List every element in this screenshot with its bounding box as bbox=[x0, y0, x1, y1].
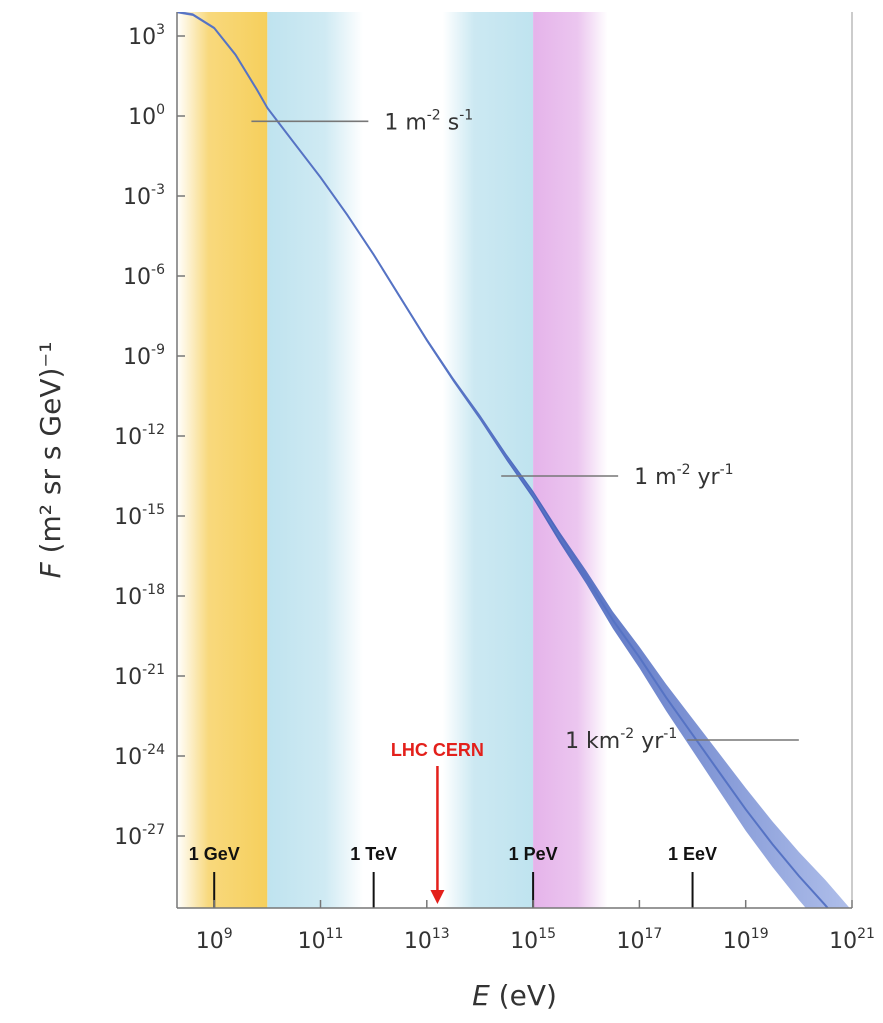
energy-marker-label: 1 PeV bbox=[509, 844, 558, 864]
y-axis-title: F (m² sr s GeV)⁻¹ bbox=[34, 342, 67, 579]
x-tick-label: 1017 bbox=[616, 926, 662, 954]
y-tick-label: 10-27 bbox=[114, 822, 165, 850]
x-tick-label: 109 bbox=[196, 926, 233, 954]
y-tick-label: 10-6 bbox=[123, 262, 165, 290]
x-tick-label: 1011 bbox=[298, 926, 344, 954]
axes bbox=[176, 12, 853, 909]
y-tick-label: 10-15 bbox=[114, 502, 165, 530]
y-tick-label: 100 bbox=[128, 102, 165, 130]
x-tick-label: 1013 bbox=[404, 926, 450, 954]
energy-band-pev-region bbox=[533, 12, 608, 908]
rate-annotation-label: 1 m-2 yr-1 bbox=[634, 462, 733, 490]
y-tick-layer: 103 100 10-3 10-6 10-9 10-12 10-15 10-18 10-21 10… bbox=[114, 22, 185, 850]
y-axis-title-symbol: F bbox=[34, 561, 67, 578]
x-tick-label: 1015 bbox=[510, 926, 556, 954]
x-tick-label: 1019 bbox=[723, 926, 769, 954]
rate-annotation-label: 1 km-2 yr-1 bbox=[565, 726, 677, 754]
energy-marker-label: 1 GeV bbox=[189, 844, 240, 864]
y-tick-label: 10-21 bbox=[114, 662, 165, 690]
energy-band-layer bbox=[177, 12, 608, 908]
rate-annotation-layer: 1 m-2 s-1 1 m-2 yr-1 1 km-2 yr-1 bbox=[251, 107, 799, 754]
rate-annotation-label: 1 m-2 s-1 bbox=[384, 107, 473, 135]
energy-marker-layer: 1 GeV 1 TeV 1 PeV 1 EeV LHC CERN bbox=[189, 740, 717, 908]
y-tick-label: 10-12 bbox=[114, 422, 165, 450]
x-axis-title-symbol: E bbox=[472, 979, 490, 1012]
x-tick-layer: 109 1011 1013 1015 1017 1019 1021 bbox=[196, 900, 875, 954]
energy-marker-label: 1 TeV bbox=[350, 844, 397, 864]
x-tick-label: 1021 bbox=[829, 926, 875, 954]
flux-layer bbox=[177, 12, 850, 908]
lhc-arrow-head bbox=[430, 890, 445, 904]
y-axis-title-unit: (m² sr s GeV)⁻¹ bbox=[34, 342, 67, 563]
energy-marker-label: 1 EeV bbox=[668, 844, 717, 864]
lhc-label: LHC CERN bbox=[391, 740, 484, 760]
energy-band-sub-pev-region bbox=[442, 12, 534, 908]
y-tick-label: 103 bbox=[128, 22, 165, 50]
y-tick-label: 10-3 bbox=[123, 182, 165, 210]
y-tick-label: 10-9 bbox=[123, 342, 165, 370]
flux-center-line bbox=[177, 12, 829, 908]
x-axis-title: E (eV) bbox=[472, 979, 557, 1012]
y-tick-label: 10-18 bbox=[114, 582, 165, 610]
energy-band-gev-region bbox=[177, 12, 268, 908]
x-axis-title-unit: (eV) bbox=[490, 979, 557, 1012]
energy-band-sub-tev-region bbox=[267, 12, 364, 908]
y-tick-label: 10-24 bbox=[114, 742, 165, 770]
